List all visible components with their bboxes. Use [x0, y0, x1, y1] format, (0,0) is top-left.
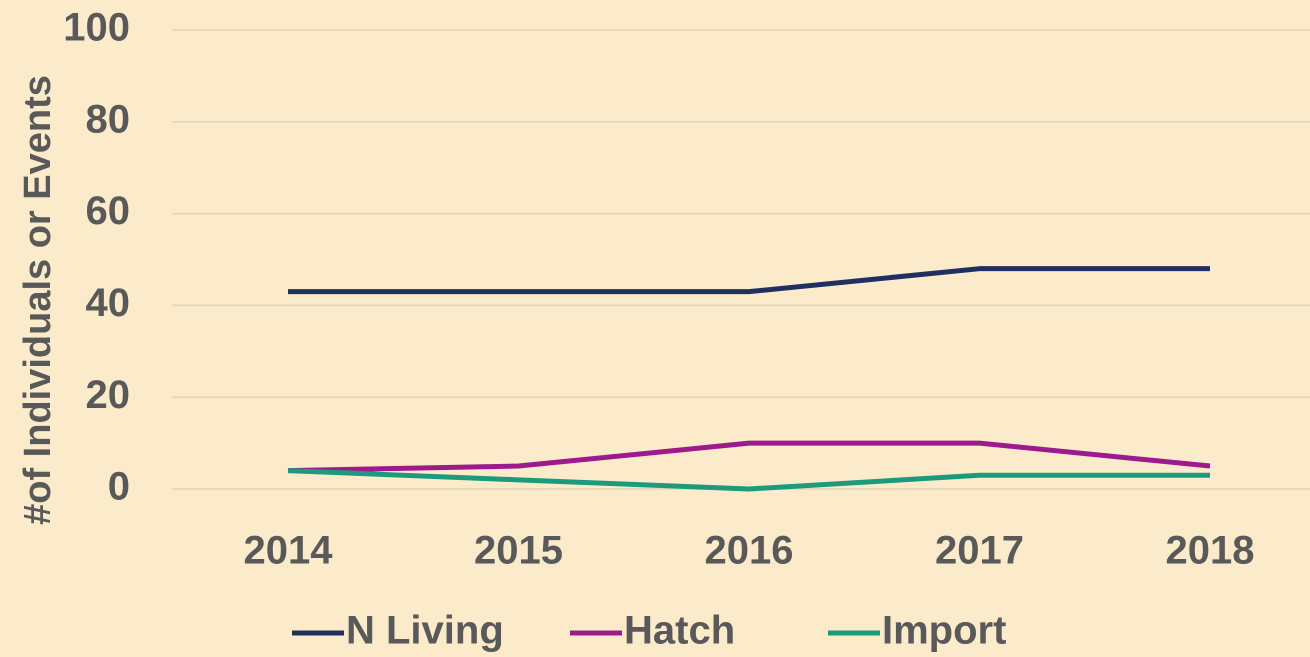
legend-label: N Living [346, 609, 504, 653]
x-tick-label: 2018 [1166, 529, 1255, 573]
line [288, 266, 1210, 295]
x-tick-label: 2014 [244, 529, 334, 573]
y-tick-label: 100 [63, 6, 130, 50]
legend-label: Import [882, 609, 1006, 653]
x-tick-label: 2015 [474, 529, 563, 573]
legend-label: Hatch [624, 609, 735, 653]
y-tick-label: 60 [86, 189, 131, 233]
line [287, 468, 1210, 492]
y-tick-label: 20 [86, 373, 131, 417]
y-tick-label: 80 [86, 97, 131, 141]
line [287, 440, 1211, 474]
y-axis-title: #of Individuals or Events [17, 75, 59, 525]
x-tick-label: 2017 [935, 529, 1024, 573]
x-tick-label: 2016 [705, 529, 794, 573]
y-tick-label: 0 [108, 465, 130, 509]
y-tick-label: 40 [86, 281, 131, 325]
